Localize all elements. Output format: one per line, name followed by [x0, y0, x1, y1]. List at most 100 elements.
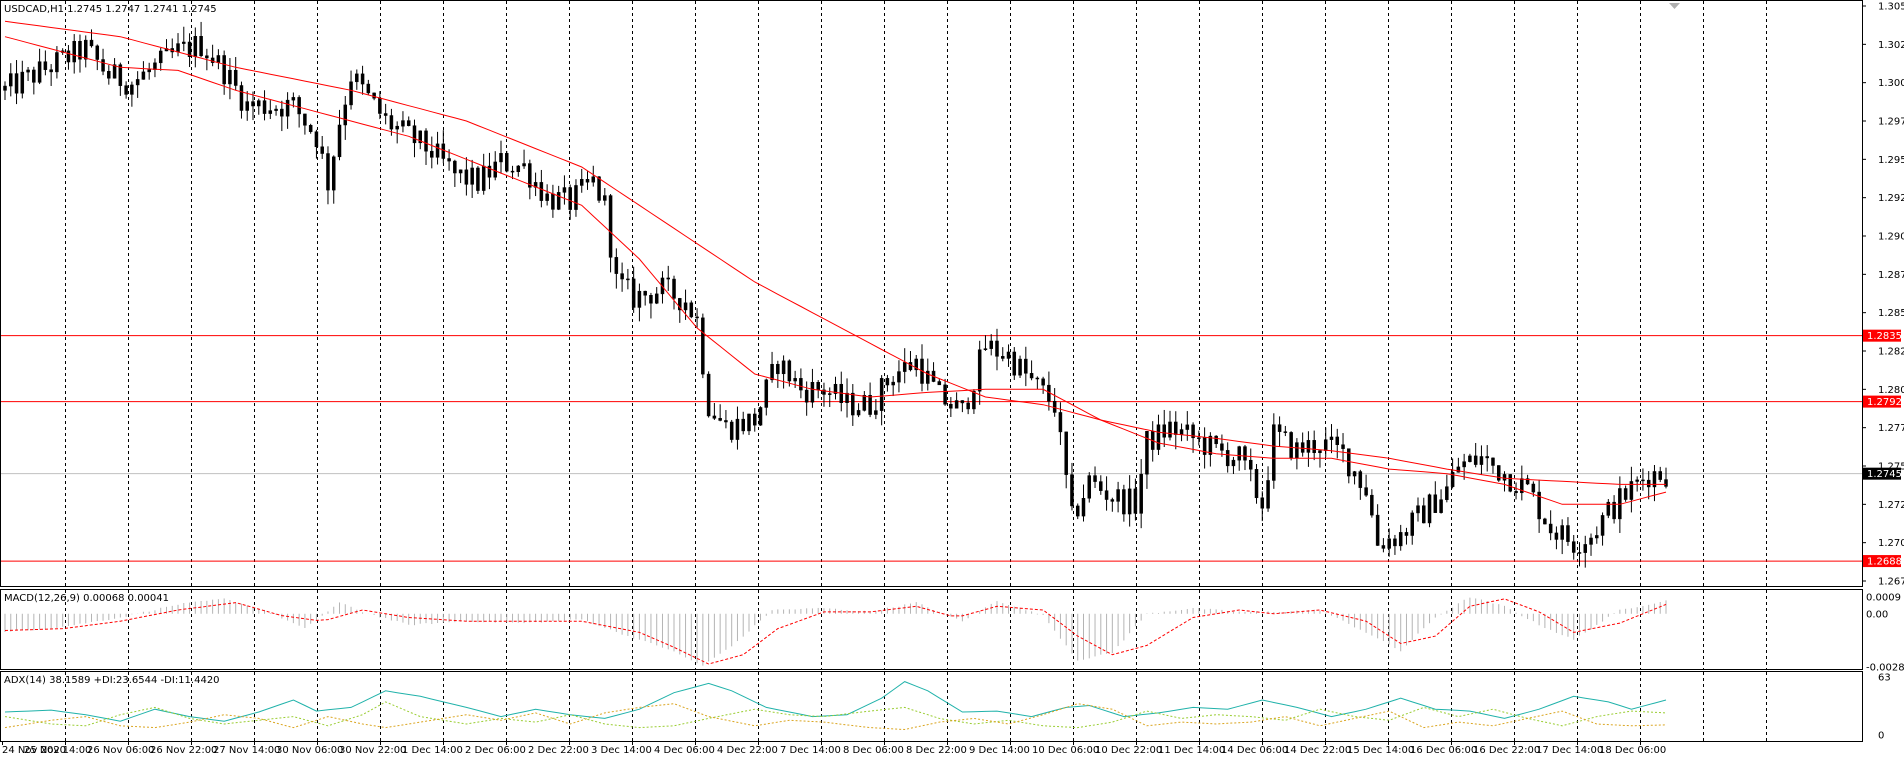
candle-body	[1220, 443, 1224, 451]
candle-body	[1231, 459, 1236, 467]
candle-body	[1468, 455, 1472, 462]
candle-body	[187, 41, 192, 57]
candle-body	[372, 92, 376, 99]
candle-body	[1133, 488, 1138, 514]
candle-body	[545, 193, 549, 201]
candle-body	[972, 390, 976, 410]
candle-body	[366, 83, 371, 94]
candle-body	[758, 407, 763, 426]
candle-body	[1583, 544, 1588, 553]
y-tick-label: 1.2800	[1878, 385, 1904, 396]
candle-body	[499, 153, 503, 163]
candle-body	[1058, 412, 1063, 433]
candle-body	[1260, 497, 1265, 509]
y-tick-label: 1.3050	[1878, 2, 1904, 13]
candle-body	[1104, 490, 1109, 500]
candle-body	[389, 115, 394, 130]
candle-body	[816, 381, 820, 391]
candle-body	[672, 278, 676, 299]
y-tick-label: 1.2675	[1878, 577, 1904, 588]
candle-body	[770, 363, 774, 381]
price-tag	[1863, 395, 1901, 408]
candle-body	[1595, 535, 1599, 539]
candle-body	[1352, 471, 1357, 477]
candle-body	[510, 170, 515, 173]
candle-body	[1531, 483, 1536, 493]
candle-body	[43, 61, 48, 70]
candle-body	[1381, 545, 1386, 549]
x-tick-label: 14 Dec 22:00	[1284, 745, 1351, 756]
scroll-marker-icon[interactable]	[1669, 3, 1680, 9]
candle-body	[879, 378, 884, 411]
macd-y-tick-label: 0.00	[1866, 609, 1888, 620]
candle-body	[579, 179, 584, 186]
candle-body	[614, 257, 619, 274]
macd-signal-path	[4, 598, 1667, 665]
candle-body	[1548, 523, 1553, 534]
adx-y-tick-label: 63	[1878, 673, 1891, 684]
adx-label: ADX(14) 38.1589 +DI:23.6544 -DI:11.4420	[4, 675, 220, 686]
candle-body	[458, 169, 463, 174]
candle-body	[597, 176, 601, 201]
candle-body	[1075, 505, 1080, 517]
price-tag-label: 1.2835	[1867, 331, 1902, 342]
x-tick-label: 27 Nov 14:00	[213, 745, 280, 756]
candle-body	[1554, 532, 1559, 540]
x-tick-label: 3 Dec 14:00	[591, 745, 652, 756]
candle-body	[1064, 431, 1068, 475]
candle-body	[326, 153, 330, 191]
candle-body	[585, 179, 590, 183]
chart-title: USDCAD,H1 1.2745 1.2747 1.2741 1.2745	[4, 4, 217, 15]
candle-body	[26, 69, 30, 73]
x-tick-label: 8 Dec 22:00	[906, 745, 967, 756]
candle-body	[1433, 494, 1438, 513]
candle-body	[257, 100, 261, 107]
y-tick-label: 1.2900	[1878, 232, 1904, 243]
candle-body	[1566, 525, 1570, 542]
macd-grid	[65, 590, 1767, 669]
y-tick-label: 1.2750	[1878, 462, 1904, 473]
candle-body	[378, 97, 382, 114]
candle-body	[1272, 424, 1276, 481]
candle-body	[1606, 501, 1611, 516]
x-tick-label: 18 Dec 06:00	[1599, 745, 1666, 756]
x-tick-label: 30 Nov 06:00	[276, 745, 343, 756]
candle-body	[78, 40, 82, 60]
candle-body	[1185, 424, 1190, 430]
candle-body	[556, 192, 561, 210]
candle-body	[914, 358, 918, 371]
macd-panel[interactable]: 0.0009 0.00 -0.00286 MACD(12,26,9) 0.00068…	[0, 589, 1904, 674]
candle-body	[1012, 351, 1017, 376]
candle-body	[735, 418, 740, 440]
candle-body	[1208, 435, 1213, 455]
candle-body	[1035, 377, 1040, 380]
candle-body	[1122, 489, 1126, 515]
candle-body	[1375, 514, 1380, 546]
candle-body	[291, 97, 296, 101]
candle-body	[977, 349, 982, 392]
x-tick-label: 10 Dec 06:00	[1032, 745, 1099, 756]
candle-body	[1410, 512, 1414, 536]
candle-body	[268, 110, 273, 114]
candle-body	[118, 64, 123, 86]
macd-y-axis: 0.0009 0.00 -0.00286	[1866, 593, 1904, 674]
candle-body	[1174, 421, 1178, 435]
price-horizontal-lines[interactable]: 1.2835 1.2792 1.2688	[1, 329, 1902, 568]
candle-body	[995, 340, 999, 357]
candle-body	[1462, 461, 1466, 468]
y-tick-label: 1.2975	[1878, 117, 1904, 128]
candle-body	[476, 167, 480, 191]
candle-body	[343, 104, 348, 126]
candle-body	[464, 169, 469, 185]
candle-body	[1254, 469, 1259, 499]
candle-body	[764, 379, 769, 408]
candle-body	[626, 278, 630, 281]
candle-body	[1629, 481, 1634, 500]
adx-panel[interactable]: 63 0 ADX(14) 38.1589 +DI:23.6544 -DI:11.4…	[0, 671, 1891, 742]
candle-body	[856, 410, 861, 416]
candle-body	[753, 413, 757, 426]
x-tick-label: 25 Nov 14:00	[24, 745, 91, 756]
candle-body	[603, 195, 607, 201]
